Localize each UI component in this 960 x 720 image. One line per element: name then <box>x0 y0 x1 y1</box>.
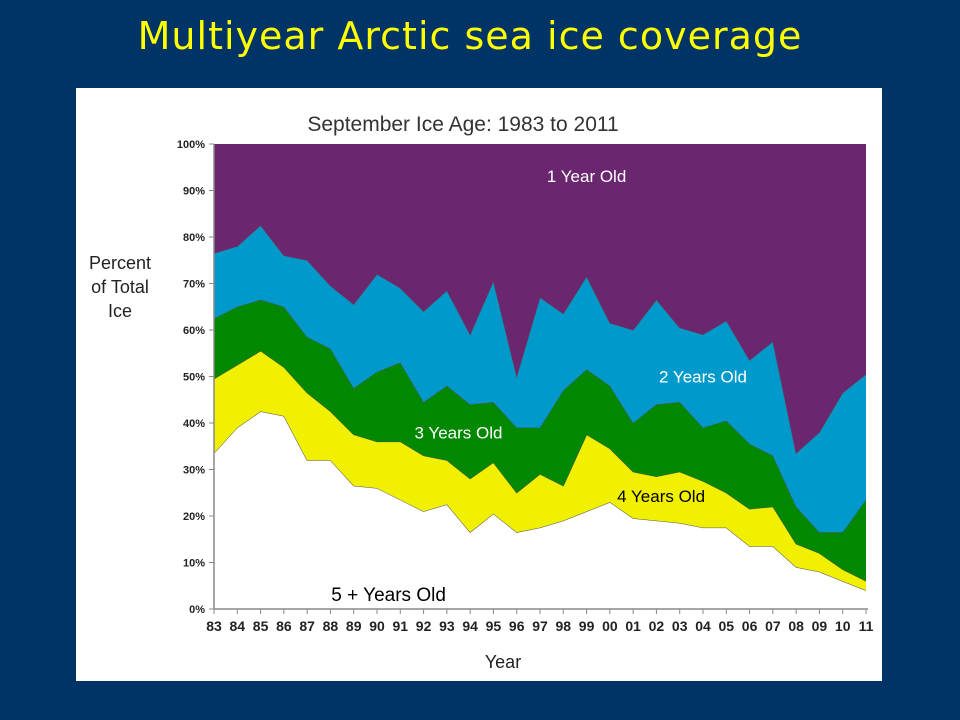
x-tick-label: 03 <box>672 618 688 634</box>
axes: 0% 10% 20% 30% 40% 50% 60% 70% 80% 90% 100% 83 84 85 8… <box>177 139 874 634</box>
y-tick-label: 40% <box>183 418 205 430</box>
y-tick-label: 60% <box>183 325 205 337</box>
x-tick-label: 91 <box>392 618 408 634</box>
x-tick-label: 97 <box>532 618 548 634</box>
y-tick-label: 30% <box>183 465 205 477</box>
x-tick-label: 94 <box>462 618 478 634</box>
area-2-years-old <box>214 225 866 533</box>
x-tick-label: 04 <box>695 618 711 634</box>
x-tick-label: 83 <box>206 618 222 634</box>
x-tick-label: 88 <box>323 618 339 634</box>
x-tick-label: 93 <box>439 618 455 634</box>
x-tick-label: 90 <box>369 618 385 634</box>
y-axis-label-line-3: Ice <box>108 301 132 321</box>
x-tick-label: 09 <box>812 618 828 634</box>
series-label-5-years-old: 5 + Years Old <box>331 585 446 606</box>
area-3-years-old <box>214 299 866 582</box>
area-4-years-old <box>214 350 866 591</box>
x-tick-label: 86 <box>276 618 292 634</box>
x-tick-label: 02 <box>649 618 665 634</box>
area-series-group <box>213 144 867 609</box>
series-labels: 5 + Years Old 4 Years Old 3 Years Old 2 Yea… <box>331 167 747 606</box>
y-tick-label: 0% <box>189 604 205 616</box>
x-tick-label: 08 <box>788 618 804 634</box>
y-axis-label-line-1: Percent <box>89 253 151 273</box>
slide-title: Multiyear Arctic sea ice coverage <box>137 14 803 58</box>
series-label-1-year-old: 1 Year Old <box>547 167 626 186</box>
series-label-2-years-old: 2 Years Old <box>659 368 747 387</box>
chart-title: September Ice Age: 1983 to 2011 <box>307 113 618 136</box>
x-tick-label: 95 <box>486 618 502 634</box>
x-tick-label: 11 <box>859 618 874 634</box>
y-axis-label-line-2: of Total <box>91 277 149 297</box>
area-1-year-old <box>214 144 866 454</box>
x-tick-label: 06 <box>742 618 758 634</box>
x-tick-label: 10 <box>835 618 851 634</box>
series-label-3-years-old: 3 Years Old <box>415 423 503 442</box>
y-tick-label: 10% <box>183 558 205 570</box>
x-tick-label: 85 <box>253 618 269 634</box>
y-tick-label: 70% <box>183 279 205 291</box>
y-tick-label: 80% <box>183 232 205 244</box>
area-5-years-old <box>214 411 866 609</box>
x-axis-label: Year <box>485 652 521 672</box>
chart-panel: 0% 10% 20% 30% 40% 50% 60% 70% 80% 90% 100% 83 84 85 8… <box>76 88 882 681</box>
x-tick-label: 98 <box>555 618 571 634</box>
x-tick-label: 05 <box>718 618 734 634</box>
x-tick-label: 89 <box>346 618 362 634</box>
x-tick-label: 99 <box>579 618 595 634</box>
series-label-4-years-old: 4 Years Old <box>617 487 705 506</box>
stacked-area-chart: 0% 10% 20% 30% 40% 50% 60% 70% 80% 90% 100% 83 84 85 8… <box>89 113 874 672</box>
y-tick-label: 90% <box>183 186 205 198</box>
y-tick-label: 50% <box>183 372 205 384</box>
x-tick-label: 01 <box>625 618 641 634</box>
y-tick-label: 100% <box>177 139 205 151</box>
x-tick-label: 92 <box>416 618 432 634</box>
x-tick-label: 84 <box>229 618 245 634</box>
x-tick-label: 96 <box>509 618 525 634</box>
x-tick-label: 00 <box>602 618 618 634</box>
x-tick-label: 87 <box>299 618 315 634</box>
x-tick-label: 07 <box>765 618 781 634</box>
y-tick-label: 20% <box>183 511 205 523</box>
